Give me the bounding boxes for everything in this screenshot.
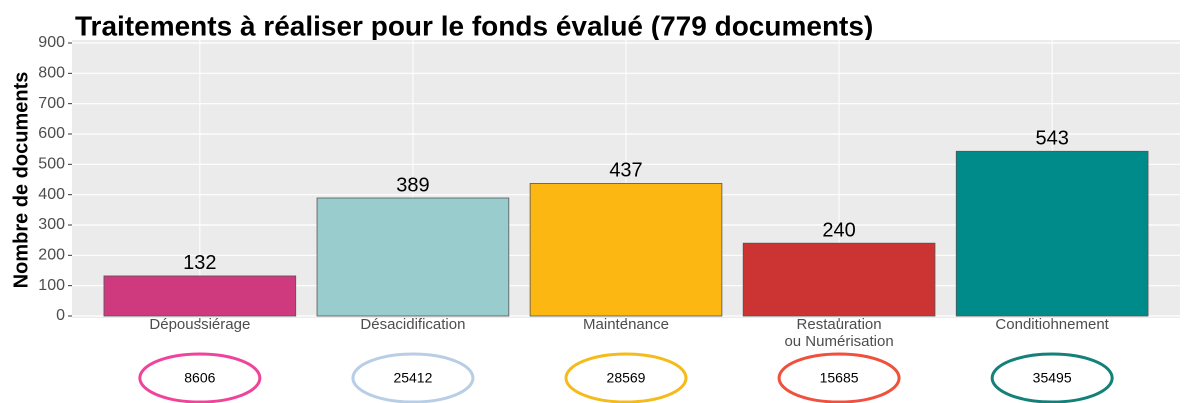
x-tick-label: Conditionnement	[995, 316, 1109, 333]
bar	[103, 275, 297, 317]
x-tick-label: Restauration ou Numérisation	[784, 316, 894, 350]
bar	[742, 242, 936, 317]
circled-value: 15685	[820, 370, 859, 386]
circled-value: 8606	[184, 370, 215, 386]
value-label: 389	[396, 174, 429, 196]
chart-title: Traitements à réaliser pour le fonds éva…	[75, 10, 873, 41]
y-tick-label: 700	[38, 95, 65, 112]
y-tick-label: 200	[38, 247, 65, 264]
x-tick-label: Dépoussiérage	[149, 316, 251, 333]
bar	[529, 183, 723, 317]
circled-value: 25412	[393, 370, 432, 386]
y-tick-label: 900	[38, 34, 65, 51]
value-label: 240	[822, 219, 855, 241]
y-tick-label: 800	[38, 65, 65, 82]
y-axis-label: Nombre de documents	[10, 72, 32, 289]
circled-value-ring	[990, 352, 1114, 403]
circled-value-ring	[351, 352, 475, 403]
circled-value: 28569	[607, 370, 646, 386]
bar	[955, 150, 1149, 317]
value-label: 543	[1035, 128, 1068, 150]
circled-value-ring	[564, 352, 688, 403]
value-label: 437	[609, 160, 642, 182]
y-tick-label: 400	[38, 186, 65, 203]
x-tick-label: Maintenance	[583, 316, 669, 333]
circled-value-ring	[138, 352, 262, 403]
y-tick-label: 500	[38, 156, 65, 173]
circled-value-ring	[777, 352, 901, 403]
x-tick-label: Désacidification	[360, 316, 466, 333]
circled-value: 35495	[1033, 370, 1072, 386]
y-tick-label: 300	[38, 216, 65, 233]
bar	[316, 197, 510, 317]
value-label: 132	[183, 252, 216, 274]
y-tick-label: 600	[38, 125, 65, 142]
y-tick-label: 0	[56, 307, 65, 324]
y-tick-label: 100	[38, 277, 65, 294]
